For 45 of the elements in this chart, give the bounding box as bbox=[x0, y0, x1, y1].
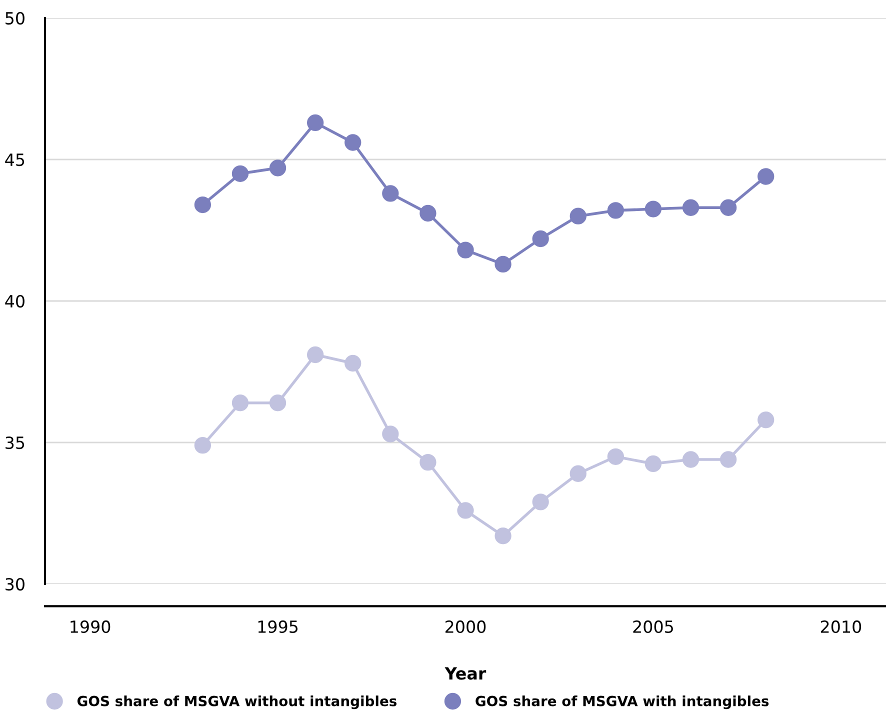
point bbox=[232, 165, 249, 182]
point bbox=[644, 455, 662, 472]
point bbox=[644, 200, 662, 218]
y-tick-label: 45 bbox=[5, 154, 24, 166]
point bbox=[720, 451, 737, 468]
point bbox=[758, 168, 774, 185]
point bbox=[494, 528, 512, 544]
y-tick-label: 40 bbox=[5, 294, 24, 308]
point bbox=[607, 448, 624, 465]
point bbox=[382, 185, 399, 202]
x-tick-label: 2000 bbox=[446, 620, 486, 634]
point bbox=[494, 256, 512, 273]
point bbox=[269, 160, 286, 176]
point bbox=[720, 199, 737, 216]
x-tick-label: 2005 bbox=[633, 620, 673, 634]
point bbox=[420, 204, 436, 222]
y-tick-label: 30 bbox=[6, 578, 24, 591]
point bbox=[344, 134, 362, 151]
point bbox=[194, 196, 212, 214]
point bbox=[232, 394, 249, 412]
point bbox=[457, 502, 474, 519]
point bbox=[682, 199, 700, 216]
point bbox=[607, 202, 624, 219]
point bbox=[269, 394, 286, 412]
x-tick-label: 1995 bbox=[258, 620, 298, 634]
point bbox=[306, 346, 324, 364]
point bbox=[194, 436, 212, 454]
x-tick-label: 1990 bbox=[70, 620, 110, 634]
point bbox=[570, 465, 586, 482]
x-axis-title: Year bbox=[444, 667, 486, 680]
point bbox=[420, 454, 436, 471]
y-tick-label: 35 bbox=[6, 436, 24, 450]
point bbox=[758, 412, 774, 428]
point bbox=[682, 451, 700, 468]
point bbox=[532, 230, 549, 248]
point bbox=[457, 242, 474, 258]
legend-label: GOS share of MSGVA with intangibles bbox=[476, 696, 769, 710]
point bbox=[382, 426, 399, 442]
y-tick-label: 50 bbox=[6, 12, 24, 25]
x-tick-label: 2010 bbox=[820, 620, 862, 634]
point bbox=[532, 494, 549, 510]
point bbox=[570, 208, 586, 224]
point bbox=[344, 354, 362, 372]
legend-label: GOS share of MSGVA without intangibles bbox=[77, 696, 397, 710]
point bbox=[306, 114, 324, 132]
